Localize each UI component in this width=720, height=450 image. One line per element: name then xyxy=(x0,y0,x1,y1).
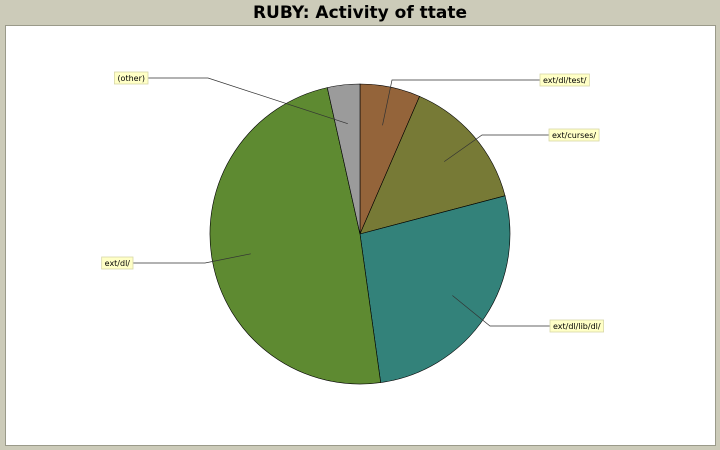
leader-line xyxy=(452,295,550,327)
slice-label-text: (other) xyxy=(117,74,145,83)
pie-slice-ext-dl-lib-dl xyxy=(359,195,511,383)
slice-label: ext/dl/test/ xyxy=(539,73,590,87)
slice-label: ext/dl/ xyxy=(101,256,134,270)
slice-label-box xyxy=(549,319,604,333)
slice-label-text: ext/dl/ xyxy=(105,259,131,268)
slice-label-text: ext/curses/ xyxy=(552,131,596,140)
slice-label-box xyxy=(114,71,149,85)
slice-label: ext/curses/ xyxy=(548,128,600,142)
leader-line xyxy=(133,253,251,264)
leader-line xyxy=(382,79,540,126)
slice-label: (other) xyxy=(114,71,149,85)
pie-slice-other xyxy=(326,83,361,235)
pie-slice-ext-dl xyxy=(209,87,382,385)
leader-line xyxy=(443,134,549,162)
slice-label-box xyxy=(548,128,600,142)
leader-line xyxy=(148,77,348,125)
chart-title: RUBY: Activity of ttate xyxy=(252,3,468,23)
pie-slice-ext-curses xyxy=(359,95,506,235)
slice-label-text: ext/dl/lib/dl/ xyxy=(553,322,601,331)
slice-label: ext/dl/lib/dl/ xyxy=(549,319,604,333)
slice-label-box xyxy=(101,256,134,270)
slice-label-box xyxy=(539,73,590,87)
slice-label-text: ext/dl/test/ xyxy=(543,76,587,85)
